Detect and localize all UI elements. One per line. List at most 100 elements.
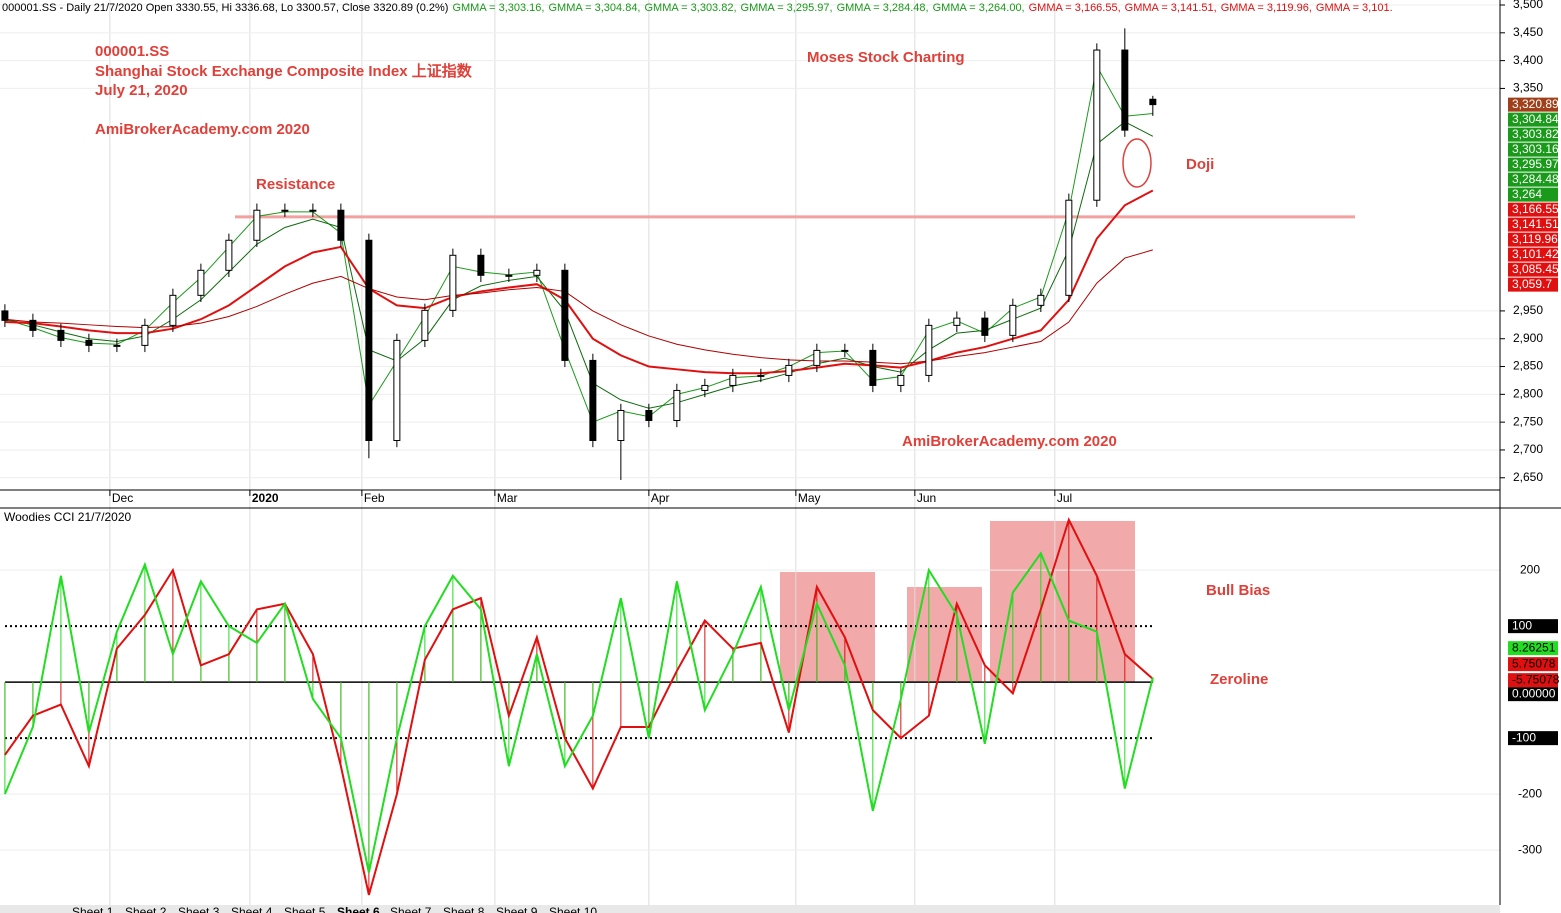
candle-body <box>141 324 149 346</box>
tab-bar <box>0 905 1500 913</box>
candle-body <box>981 317 989 336</box>
candle-body <box>561 269 569 361</box>
candle-body <box>113 344 121 347</box>
price-tag <box>1508 232 1558 247</box>
level-tag-label: 5.75078 <box>1512 656 1556 670</box>
level-tag-label: -100 <box>1512 730 1536 744</box>
y-tick-label: 2,950 <box>1513 303 1543 317</box>
price-tag <box>1508 97 1558 112</box>
level-tag <box>1508 731 1558 746</box>
panes <box>0 0 1500 905</box>
gmma-line <box>4 64 1153 423</box>
candle-body <box>57 329 65 341</box>
x-tick-label: Jul <box>1057 491 1072 505</box>
candle-body <box>813 349 821 366</box>
y-tick-label: 2,900 <box>1513 331 1543 345</box>
y-tick-label: 200 <box>1520 562 1540 576</box>
sheet-tab[interactable]: Sheet 1 <box>72 905 114 913</box>
x-tick-label: Mar <box>497 491 518 505</box>
price-tag <box>1508 262 1558 277</box>
candle-body <box>197 269 205 296</box>
price-tag-label: 3,059.7 <box>1512 277 1552 291</box>
candle-body <box>645 409 653 421</box>
candle-body <box>169 294 177 326</box>
candle-body <box>85 339 93 346</box>
y-tick-label: 2,700 <box>1513 442 1543 456</box>
sheet-tab[interactable]: Sheet 10 <box>549 905 597 913</box>
y-tick-label: 3,450 <box>1513 25 1543 39</box>
candle-body <box>1 310 9 321</box>
level-tag-label: 8.26251 <box>1512 640 1556 654</box>
y-tick-label: 2,850 <box>1513 359 1543 373</box>
candle-body <box>673 389 681 421</box>
candle-body <box>953 317 961 326</box>
y-tick-label: 3,350 <box>1513 81 1543 95</box>
candle-body <box>757 374 765 377</box>
level-tag <box>1508 657 1558 672</box>
x-tick-label: 2020 <box>252 491 279 505</box>
header-gmma: GMMA = 3,264.00, <box>933 2 1025 14</box>
header-gmma: GMMA = 3,119.96, <box>1221 2 1312 14</box>
candle-body <box>869 349 877 386</box>
candle-body <box>925 324 933 376</box>
y-tick-label: 2,800 <box>1513 387 1543 401</box>
candle-body <box>281 209 289 212</box>
price-tag <box>1508 277 1558 292</box>
site: AmiBrokerAcademy.com 2020 <box>95 121 310 138</box>
sheet-tab[interactable]: Sheet 8 <box>443 905 485 913</box>
y-tick-label: -200 <box>1518 786 1542 800</box>
price-tag-label: 3,284.48 <box>1512 172 1559 186</box>
price-tag <box>1508 187 1558 202</box>
level-tag-label: 100 <box>1512 618 1532 632</box>
bull-box <box>907 587 982 682</box>
candle-body <box>505 274 513 277</box>
candle-body <box>477 254 485 276</box>
candle-body <box>309 209 317 212</box>
bull-box <box>990 521 1135 682</box>
candle-body <box>225 239 233 271</box>
candle-body <box>589 359 597 441</box>
price-tag-label: 3,303.82 <box>1512 127 1559 141</box>
candle-body <box>421 309 429 341</box>
sheet-tab[interactable]: Sheet 3 <box>178 905 220 913</box>
header-gmma: GMMA = 3,166.55, <box>1029 2 1121 14</box>
doji-circle <box>1122 138 1152 188</box>
candle-body <box>393 339 401 441</box>
x-tick-label: Feb <box>364 491 385 505</box>
candle-body <box>701 384 709 391</box>
sheet-tab[interactable]: Sheet 6 <box>337 905 380 913</box>
price-tag <box>1508 172 1558 187</box>
price-tag-label: 3,304.84 <box>1512 112 1559 126</box>
candle-body <box>1093 49 1101 201</box>
candle-body <box>1065 199 1073 296</box>
level-tag-label: 0.00000 <box>1512 686 1556 700</box>
price-tag <box>1508 127 1558 142</box>
sheet-tab[interactable]: Sheet 9 <box>496 905 538 913</box>
cci-title: Woodies CCI 21/7/2020 <box>4 510 132 524</box>
header-gmma: GMMA = 3,101. <box>1316 2 1393 14</box>
index-name: Shanghai Stock Exchange Composite Index … <box>95 62 473 80</box>
candle-body <box>1009 304 1017 336</box>
sheet-tab[interactable]: Sheet 4 <box>231 905 273 913</box>
x-tick-label: Dec <box>112 491 133 505</box>
moses: Moses Stock Charting <box>807 49 965 66</box>
header-gmma: GMMA = 3,141.51, <box>1125 2 1217 14</box>
price-tag <box>1508 142 1558 157</box>
candle-body <box>1037 294 1045 306</box>
sheet-tab[interactable]: Sheet 2 <box>125 905 167 913</box>
header-gmma: GMMA = 3,295.97, <box>741 2 833 14</box>
price-tag-label: 3,320.89 <box>1512 97 1559 111</box>
bull-label: Bull Bias <box>1206 582 1270 599</box>
y-tick-label: 2,650 <box>1513 470 1543 484</box>
price-tag <box>1508 157 1558 172</box>
doji-label: Doji <box>1186 156 1214 173</box>
sheet-tab[interactable]: Sheet 7 <box>390 905 432 913</box>
x-tick-label: May <box>798 491 821 505</box>
price-tag-label: 3,141.51 <box>1512 217 1559 231</box>
price-tag <box>1508 112 1558 127</box>
candle-body <box>729 374 737 386</box>
sheet-tab[interactable]: Sheet 5 <box>284 905 326 913</box>
price-tag-label: 3,264 <box>1512 187 1542 201</box>
candle-body <box>1121 49 1129 131</box>
